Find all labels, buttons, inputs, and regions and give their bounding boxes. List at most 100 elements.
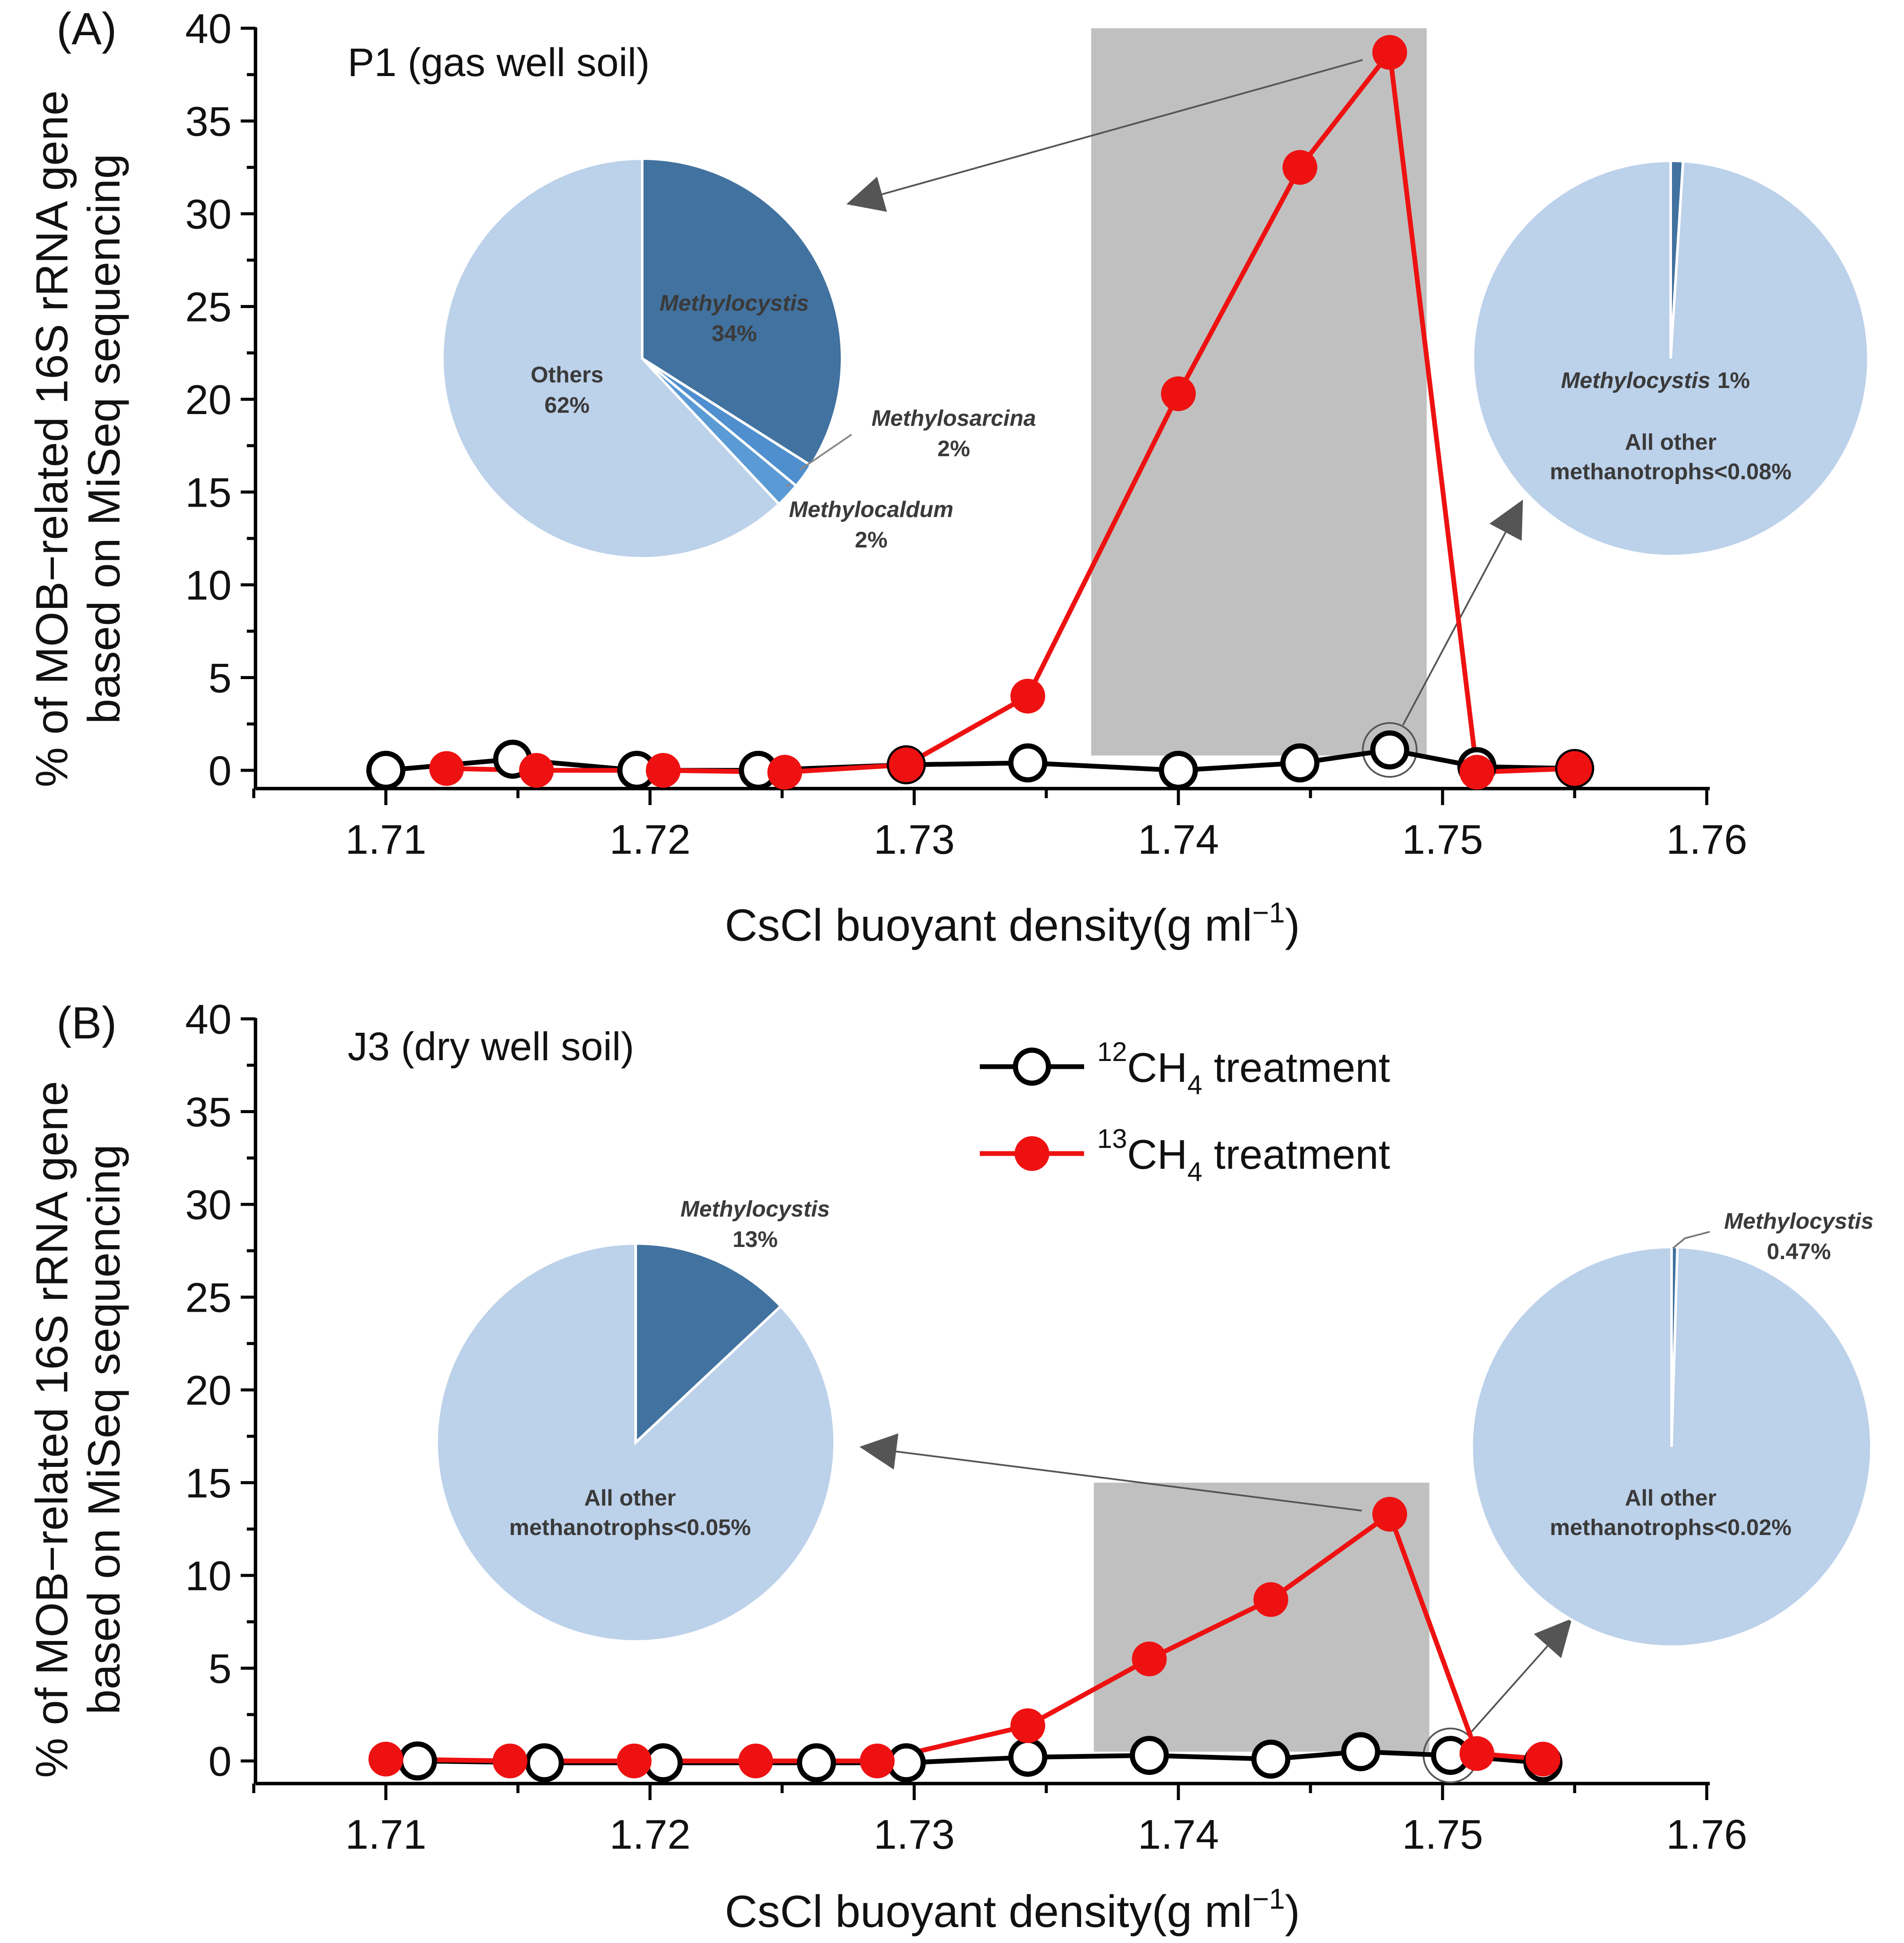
legend-text-12ch4: 12CH4 treatment <box>1097 1037 1390 1100</box>
data-point-13ch4 <box>1132 1641 1167 1677</box>
leader-line <box>1468 1645 1549 1735</box>
data-point-12ch4 <box>366 751 405 790</box>
pie-chart: Methylocystis 34% Methylosarcina 2% Meth… <box>441 157 1036 560</box>
x-tick-label: 1.71 <box>345 1811 427 1858</box>
y-tick-label: 40 <box>185 996 232 1043</box>
x-tick-label: 1.74 <box>1138 816 1219 863</box>
pie-slice <box>435 1242 836 1643</box>
x-tick-label: 1.76 <box>1666 1811 1748 1858</box>
y-tick-label: 15 <box>185 1460 232 1507</box>
chart-title: P1 (gas well soil) <box>348 40 650 85</box>
chart-title: J3 (dry well soil) <box>348 1025 634 1069</box>
pie-label-name: Others <box>531 362 604 388</box>
legend-main: CH <box>1127 1131 1188 1178</box>
pie-label-value: 34% <box>712 321 757 346</box>
axes: 0 5 10 15 20 25 30 35 40 1.71 1.72 1.73 1.74 1.75 1.76 <box>185 996 1747 1858</box>
pie-label-value: 62% <box>544 393 590 418</box>
legend-marker-12ch4 <box>1013 1048 1051 1086</box>
pie-label-name: Methylosarcina <box>872 406 1036 431</box>
leader-line <box>1402 532 1506 726</box>
label-leader-line <box>1672 1231 1710 1249</box>
data-point-13ch4 <box>1010 679 1045 714</box>
x-tick-label: 1.75 <box>1402 816 1483 863</box>
series-marks <box>366 35 1594 790</box>
legend-text-13ch4: 13CH4 treatment <box>1097 1124 1390 1187</box>
x-tick-label: 1.73 <box>874 816 955 863</box>
legend-sub: 4 <box>1188 1070 1202 1100</box>
leader-lines <box>859 1433 1572 1784</box>
data-point-12ch4 <box>1130 1736 1169 1775</box>
pie-label-other: All other methanotrophs<0.05% <box>509 1485 751 1540</box>
data-point-13ch4 <box>1526 1741 1561 1777</box>
y-axis-title-line-1: % of MOB−related 16S rRNA gene <box>27 1081 77 1778</box>
y-tick-label: 5 <box>209 1646 232 1692</box>
pie-label-other: All other methanotrophs<0.08% <box>1550 430 1791 484</box>
y-tick-label: 25 <box>185 284 232 331</box>
y-tick-label: 15 <box>185 470 232 516</box>
x-axis-title-main: CsCl buoyant density(g ml <box>725 1887 1252 1937</box>
pie-slices <box>1472 159 1870 557</box>
data-point-13ch4 <box>1010 1708 1045 1743</box>
panel-label: (A) <box>56 4 117 54</box>
x-axis-title-sup: −1 <box>1252 1883 1285 1915</box>
data-point-12ch4 <box>1341 1732 1380 1771</box>
leader-arrowhead <box>846 176 887 212</box>
panel-label: (B) <box>56 998 117 1048</box>
y-tick-label: 35 <box>185 99 232 145</box>
pie-label-name: Methylocystis <box>660 291 809 316</box>
data-point-12ch4 <box>1280 743 1320 783</box>
leader-lines <box>846 59 1523 778</box>
pie-slice <box>1470 1245 1873 1648</box>
pie-slice <box>1472 159 1870 557</box>
data-point-13ch4 <box>1557 751 1592 786</box>
data-point-12ch4 <box>1251 1739 1290 1779</box>
data-point-13ch4 <box>1372 1497 1407 1532</box>
x-axis-title-close: ) <box>1285 900 1300 951</box>
legend-marker-13ch4 <box>1015 1136 1049 1171</box>
leader-arrowhead <box>1534 1618 1572 1658</box>
data-point-12ch4 <box>398 1741 437 1781</box>
y-tick-label: 30 <box>185 1182 232 1228</box>
legend-sup: 13 <box>1097 1124 1127 1154</box>
x-tick-label: 1.72 <box>610 1811 691 1858</box>
y-tick-label: 20 <box>185 1367 232 1414</box>
shaded-region <box>1091 28 1427 756</box>
leader-arrowhead <box>859 1433 899 1470</box>
y-tick-label: 20 <box>185 377 232 423</box>
y-tick-label: 5 <box>209 655 232 702</box>
data-point-13ch4 <box>767 755 803 790</box>
data-point-13ch4 <box>492 1744 527 1778</box>
y-tick-label: 10 <box>185 562 232 609</box>
y-tick-label: 40 <box>185 6 232 52</box>
y-axis-title-line-2: based on MiSeq sequencing <box>79 1144 129 1715</box>
data-point-13ch4 <box>617 1744 652 1778</box>
leader-line <box>896 1450 1362 1512</box>
pie-label-value: 1% <box>1717 368 1750 393</box>
highlight-ring <box>1362 722 1418 778</box>
pie-chart: Methylocystis 0.47% All other methanotrop… <box>1470 1209 1874 1648</box>
axes: 0 5 10 15 20 25 30 35 40 1.71 1.72 1.73 1.74 1.75 1.76 <box>185 6 1747 863</box>
data-point-13ch4 <box>1161 376 1196 411</box>
leader-line <box>882 59 1363 196</box>
pie-label-name: Methylocystis <box>1724 1209 1874 1234</box>
legend-sub: 4 <box>1188 1157 1202 1187</box>
shaded-region-rect <box>1091 28 1427 756</box>
y-tick-label: 30 <box>185 191 232 238</box>
legend-sup: 12 <box>1097 1037 1127 1067</box>
x-axis-title: CsCl buoyant density(g ml−1) <box>725 896 1300 951</box>
data-point-13ch4 <box>1253 1582 1288 1617</box>
pie-chart: Methylocystis 1% All other methanotrophs<0… <box>1472 159 1870 557</box>
data-point-13ch4 <box>1372 35 1407 70</box>
pie-slices <box>441 157 843 560</box>
leader-arrowhead <box>1489 500 1523 541</box>
x-tick-label: 1.76 <box>1666 816 1748 863</box>
data-point-13ch4 <box>1460 1736 1495 1771</box>
y-axis-title-line-2: based on MiSeq sequencing <box>79 154 129 724</box>
pie-label-name: Methylocystis <box>680 1197 830 1222</box>
pie-chart: Methylocystis 13% All other methanotrophs… <box>435 1197 836 1643</box>
legend-rest: treatment <box>1202 1131 1390 1178</box>
y-axis-title-line-1: % of MOB−related 16S rRNA gene <box>27 90 77 787</box>
data-point-12ch4 <box>1159 751 1198 790</box>
data-point-12ch4 <box>797 1743 836 1783</box>
